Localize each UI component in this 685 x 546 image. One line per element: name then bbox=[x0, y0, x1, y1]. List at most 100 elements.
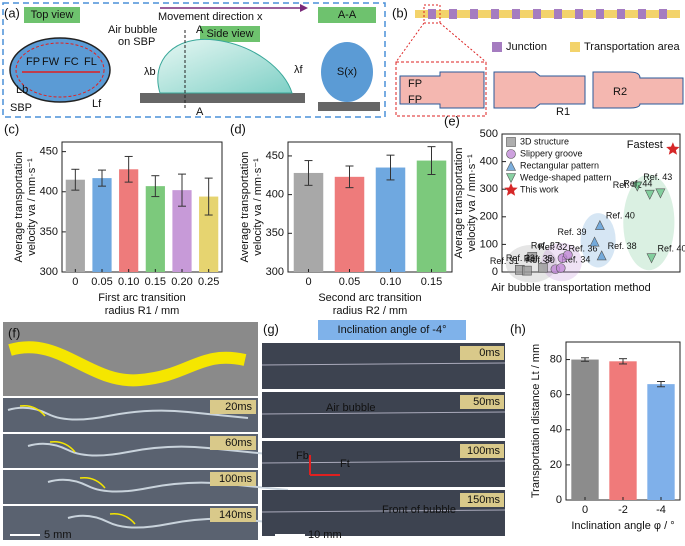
point bbox=[646, 253, 657, 264]
title: Inclination angle of -4° bbox=[338, 324, 447, 336]
bar bbox=[416, 160, 447, 272]
arrow bbox=[109, 512, 136, 525]
time-box bbox=[210, 508, 256, 522]
y-tick-label: 500 bbox=[480, 128, 498, 140]
junction bbox=[659, 9, 667, 19]
y-tick-label: 0 bbox=[556, 494, 562, 506]
data-label: Ref. 40 bbox=[658, 244, 685, 254]
legend-text: Transportation area bbox=[584, 41, 680, 53]
time-box bbox=[210, 436, 256, 450]
plot-frame bbox=[287, 141, 453, 273]
point bbox=[666, 142, 680, 155]
group-region bbox=[623, 174, 675, 271]
y-axis-label: velocity va / mm·s⁻¹ bbox=[26, 158, 38, 256]
x-tick-label: 0.10 bbox=[380, 276, 401, 288]
bar bbox=[145, 186, 165, 272]
plot-frame bbox=[61, 141, 223, 273]
time-box bbox=[460, 346, 504, 360]
time-box bbox=[460, 395, 504, 409]
bar bbox=[375, 167, 406, 272]
bar bbox=[172, 190, 192, 272]
annotation: Fastest bbox=[627, 139, 663, 151]
junction bbox=[617, 9, 625, 19]
data-label: Ref. 43 bbox=[643, 172, 672, 182]
point bbox=[563, 250, 573, 260]
bar bbox=[119, 169, 139, 272]
tag-text: Side view bbox=[206, 28, 253, 40]
legend-text: Slippery groove bbox=[520, 148, 583, 158]
bubble bbox=[47, 478, 289, 493]
point bbox=[555, 263, 566, 273]
panel-g: (g) Inclination angle of -4° 0ms 50ms 100m… bbox=[261, 320, 506, 541]
scale: 5 mm bbox=[44, 529, 72, 541]
arrow bbox=[49, 440, 76, 453]
force: Fb bbox=[296, 450, 309, 462]
x-tick-label: 0.05 bbox=[339, 276, 360, 288]
panel-label: (f) bbox=[8, 325, 20, 340]
panel-b: (b) Junction Transportation area FP FP R… bbox=[392, 4, 684, 118]
x-tick-label: 0.10 bbox=[118, 276, 139, 288]
x-tick-label: 0.25 bbox=[198, 276, 219, 288]
data-label: Ref. 32 bbox=[538, 242, 567, 252]
legend-text: This work bbox=[520, 184, 559, 194]
junction bbox=[512, 9, 520, 19]
x-axis-label: Inclination angle φ / ° bbox=[571, 520, 674, 532]
junction bbox=[428, 9, 436, 19]
bar bbox=[647, 384, 675, 500]
time: 150ms bbox=[467, 494, 501, 506]
junction bbox=[449, 9, 457, 19]
y-axis-label: Average transportation bbox=[239, 151, 251, 262]
zoom-line bbox=[395, 22, 425, 63]
junction bbox=[470, 9, 478, 19]
photo-strips: 20ms 60ms 100ms 140ms bbox=[3, 398, 309, 540]
sbp: SBP bbox=[10, 102, 32, 114]
time-box bbox=[210, 472, 256, 486]
label: Air bubble bbox=[326, 402, 376, 414]
point bbox=[589, 236, 600, 247]
legend-swatch bbox=[570, 42, 580, 52]
lambda: λb bbox=[144, 66, 156, 78]
junction bbox=[638, 9, 646, 19]
data-label: Ref. 39 bbox=[558, 227, 587, 237]
point bbox=[527, 252, 538, 262]
time-box bbox=[460, 444, 504, 458]
point bbox=[596, 250, 607, 261]
point bbox=[644, 189, 655, 200]
bar bbox=[293, 172, 324, 272]
x-tick-label: 0.05 bbox=[91, 276, 112, 288]
time: 0ms bbox=[479, 347, 500, 359]
lb: Lb bbox=[16, 84, 28, 96]
junction bbox=[533, 9, 541, 19]
channel-edge bbox=[261, 509, 506, 513]
bar bbox=[92, 178, 112, 272]
time-box bbox=[210, 400, 256, 414]
y-tick-label: 350 bbox=[40, 226, 58, 238]
force: Ft bbox=[340, 458, 350, 470]
x-tick-label: 0 bbox=[305, 276, 311, 288]
point bbox=[594, 219, 605, 230]
x-axis-label: First arc transition bbox=[98, 292, 185, 304]
panel-label: (c) bbox=[4, 121, 19, 136]
junction bbox=[596, 9, 604, 19]
x-tick-label: 0.15 bbox=[421, 276, 442, 288]
y-tick-label: 300 bbox=[266, 266, 284, 278]
track bbox=[8, 341, 247, 387]
legend-text: Wedge-shaped pattern bbox=[520, 172, 611, 182]
y-tick-label: 0 bbox=[492, 266, 498, 278]
y-tick-label: 100 bbox=[480, 238, 498, 250]
time: 50ms bbox=[473, 396, 500, 408]
force: FP bbox=[408, 94, 422, 106]
force: FP bbox=[26, 56, 40, 68]
data-label: Ref. 33 bbox=[506, 253, 535, 263]
panel-label: (a) bbox=[4, 5, 20, 20]
junction bbox=[491, 9, 499, 19]
x-tick-label: 0 bbox=[582, 504, 588, 516]
y-tick-label: 400 bbox=[40, 186, 58, 198]
force: FP bbox=[408, 78, 422, 90]
y-axis-label: Transportation distance Lt / mm bbox=[530, 344, 542, 498]
force: FC bbox=[64, 56, 79, 68]
legend-text: Junction bbox=[506, 41, 547, 53]
time: 100ms bbox=[467, 445, 501, 457]
bar bbox=[609, 361, 637, 500]
channel-edge bbox=[261, 460, 506, 464]
